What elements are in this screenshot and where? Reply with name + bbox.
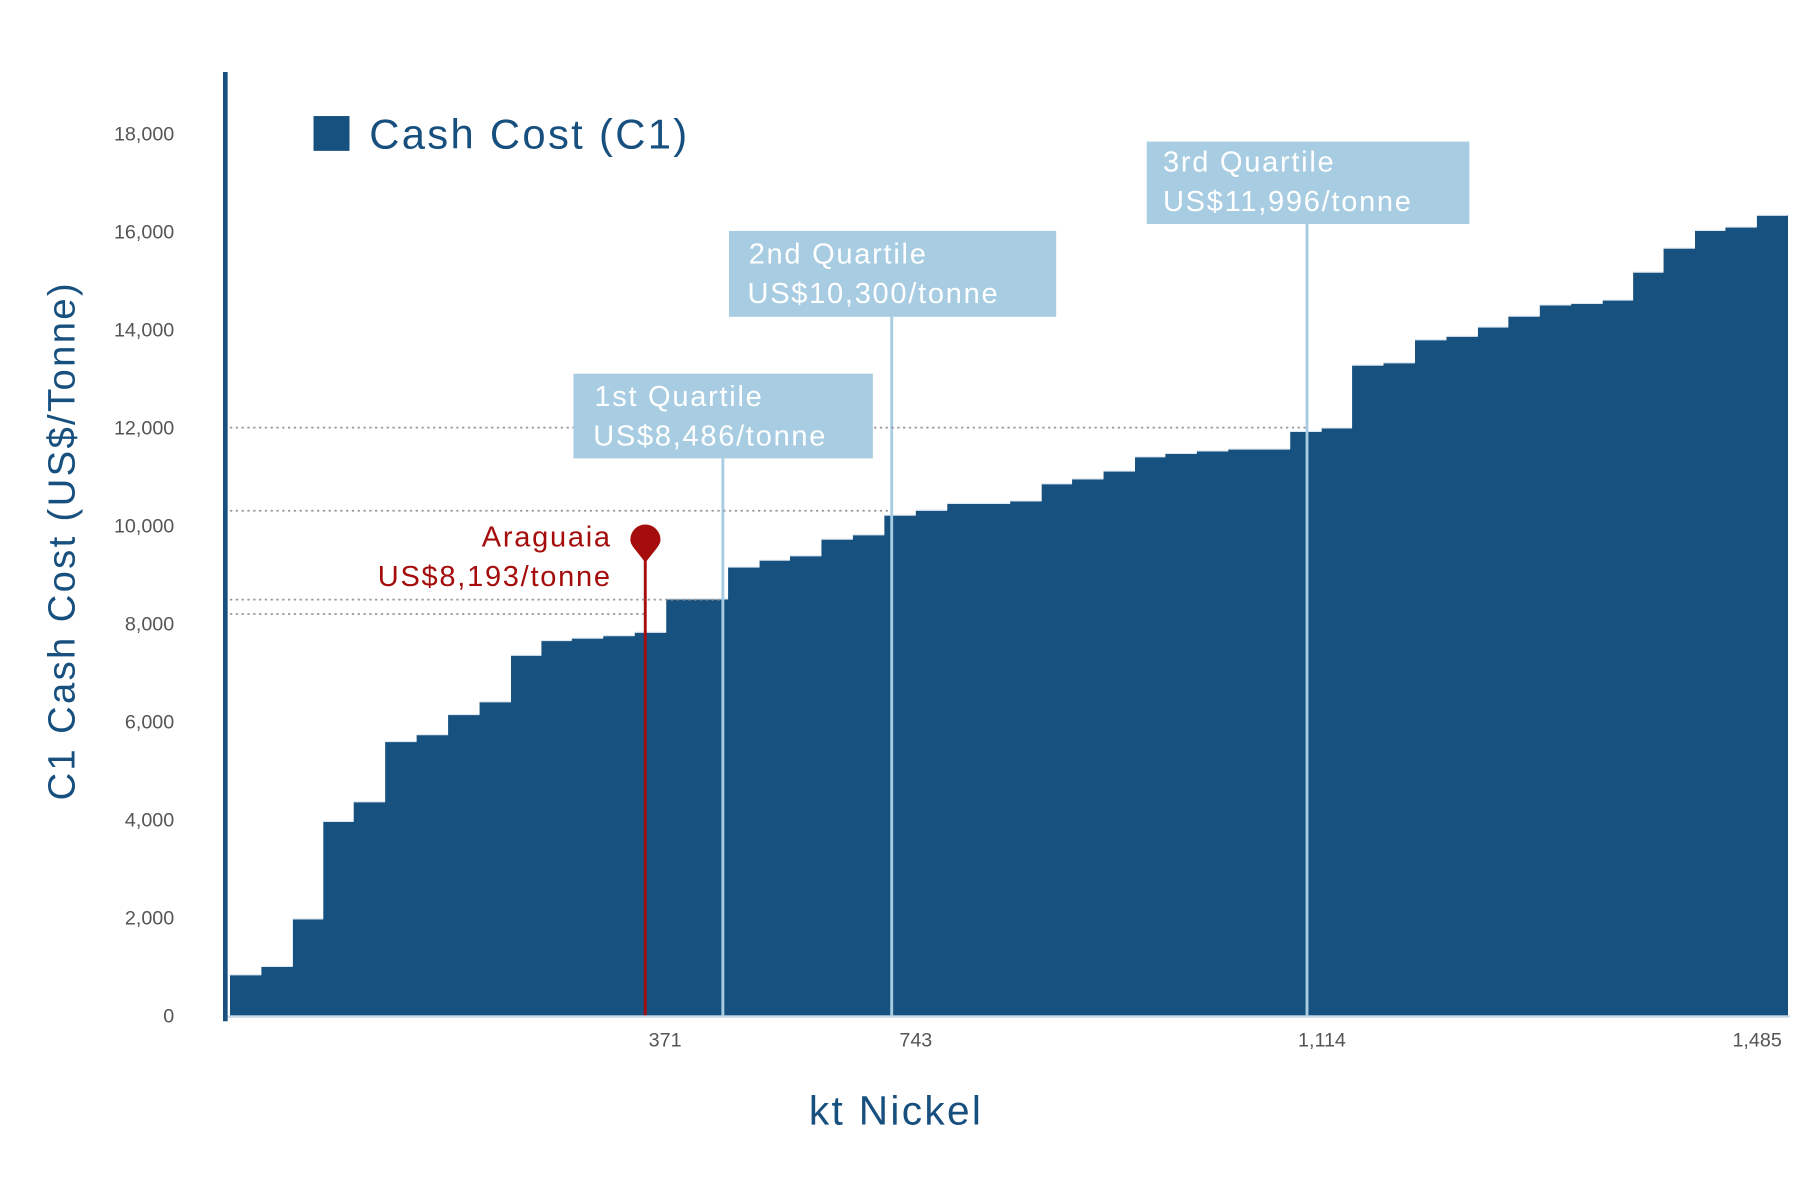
cost-step-bar xyxy=(1010,500,1043,1016)
cost-step-bar xyxy=(1383,362,1416,1016)
y-axis-ticks: 0 2,000 4,000 6,000 8,000 10,000 12,000 14,000 1… xyxy=(114,123,174,1027)
araguaia-label: Araguaia US$8,193/tonne xyxy=(378,522,612,593)
cost-step-bar xyxy=(479,701,512,1016)
y-tick-label: 2,000 xyxy=(125,907,174,929)
y-tick-label: 18,000 xyxy=(114,123,174,145)
svg-text:US$11,996/tonne: US$11,996/tonne xyxy=(1163,186,1413,218)
x-tick-label: 371 xyxy=(649,1030,682,1052)
x-axis-title: kt Nickel xyxy=(809,1087,983,1133)
cost-step-bar xyxy=(947,503,1011,1016)
svg-text:Araguaia: Araguaia xyxy=(482,522,612,554)
cost-step-bar xyxy=(1695,230,1727,1016)
cost-step-bar xyxy=(1539,304,1572,1016)
cost-step-bar xyxy=(1321,427,1353,1016)
cost-step-bar xyxy=(1508,316,1541,1016)
cost-step-bar xyxy=(511,655,543,1016)
cost-step-bar xyxy=(1663,248,1696,1016)
cost-step-bar xyxy=(323,821,355,1016)
y-axis-title: C1 Cash Cost (US$/Tonne) xyxy=(40,281,83,801)
cost-step-bar xyxy=(1602,300,1634,1016)
y-tick-label: 4,000 xyxy=(125,809,174,831)
cost-step-bar xyxy=(571,638,605,1016)
cost-step-bar xyxy=(261,966,294,1016)
legend-label: Cash Cost (C1) xyxy=(369,111,689,158)
cost-step-bar xyxy=(292,918,324,1016)
cost-step-bar xyxy=(634,632,667,1016)
cost-step-bar xyxy=(821,539,854,1016)
cost-step-bar xyxy=(1756,215,1789,1016)
cost-step-bar xyxy=(1072,478,1105,1016)
cost-step-bar xyxy=(1196,450,1230,1016)
cost-step-bar xyxy=(1041,483,1073,1016)
y-tick-label: 6,000 xyxy=(125,711,174,733)
y-tick-label: 8,000 xyxy=(125,613,174,635)
cost-step-bar xyxy=(884,515,917,1016)
cost-step-bar xyxy=(1228,448,1291,1016)
cost-step-bar xyxy=(1571,303,1604,1016)
x-tick-label: 1,485 xyxy=(1732,1030,1781,1052)
legend-swatch xyxy=(313,116,350,151)
quartile-1-label: 1st Quartile US$8,486/tonne xyxy=(573,373,873,459)
location-pin-icon xyxy=(630,524,661,563)
cost-step-bar xyxy=(1165,453,1198,1016)
cost-step-bar xyxy=(1352,365,1385,1016)
svg-text:US$8,486/tonne: US$8,486/tonne xyxy=(593,421,827,453)
svg-text:3rd Quartile: 3rd Quartile xyxy=(1163,147,1335,179)
cost-step-bar xyxy=(1103,471,1136,1016)
cost-step-bar xyxy=(448,714,481,1016)
quartile-2-label: 2nd Quartile US$10,300/tonne xyxy=(728,230,1057,317)
cost-step-bar xyxy=(1135,456,1167,1016)
cost-step-bar xyxy=(416,734,449,1016)
cost-step-bar xyxy=(1446,336,1479,1016)
annotation-guides xyxy=(229,223,1309,1016)
cost-step-bar xyxy=(789,555,823,1016)
y-tick-label: 10,000 xyxy=(114,515,174,537)
cost-step-bar xyxy=(1633,272,1665,1016)
quartile-3-label: 3rd Quartile US$11,996/tonne xyxy=(1146,141,1470,224)
cost-step-bar xyxy=(1725,227,1758,1016)
cost-step-bar xyxy=(603,635,636,1016)
y-tick-label: 16,000 xyxy=(114,221,174,243)
y-tick-label: 12,000 xyxy=(114,417,174,439)
cost-step-bar xyxy=(385,741,418,1016)
cost-step-bar xyxy=(1415,339,1448,1016)
cost-step-bar xyxy=(728,567,761,1016)
y-tick-label: 0 xyxy=(163,1005,174,1027)
cost-step-bar xyxy=(759,560,791,1016)
cost-step-bar xyxy=(666,598,729,1016)
x-tick-label: 743 xyxy=(899,1030,932,1052)
svg-text:1st Quartile: 1st Quartile xyxy=(594,381,763,413)
svg-text:US$8,193/tonne: US$8,193/tonne xyxy=(378,561,612,593)
svg-text:2nd Quartile: 2nd Quartile xyxy=(749,238,928,270)
x-tick-label: 1,114 xyxy=(1298,1030,1346,1052)
cost-step-bar xyxy=(229,974,263,1016)
cost-step-bar xyxy=(1477,326,1510,1016)
cost-steps xyxy=(229,214,1789,1016)
svg-text:US$10,300/tonne: US$10,300/tonne xyxy=(748,278,1000,310)
cost-step-bar xyxy=(353,801,386,1016)
cost-step-bar xyxy=(852,534,886,1016)
y-tick-label: 14,000 xyxy=(114,319,174,341)
cost-step-bar xyxy=(541,640,573,1016)
cost-step-bar xyxy=(915,510,948,1016)
